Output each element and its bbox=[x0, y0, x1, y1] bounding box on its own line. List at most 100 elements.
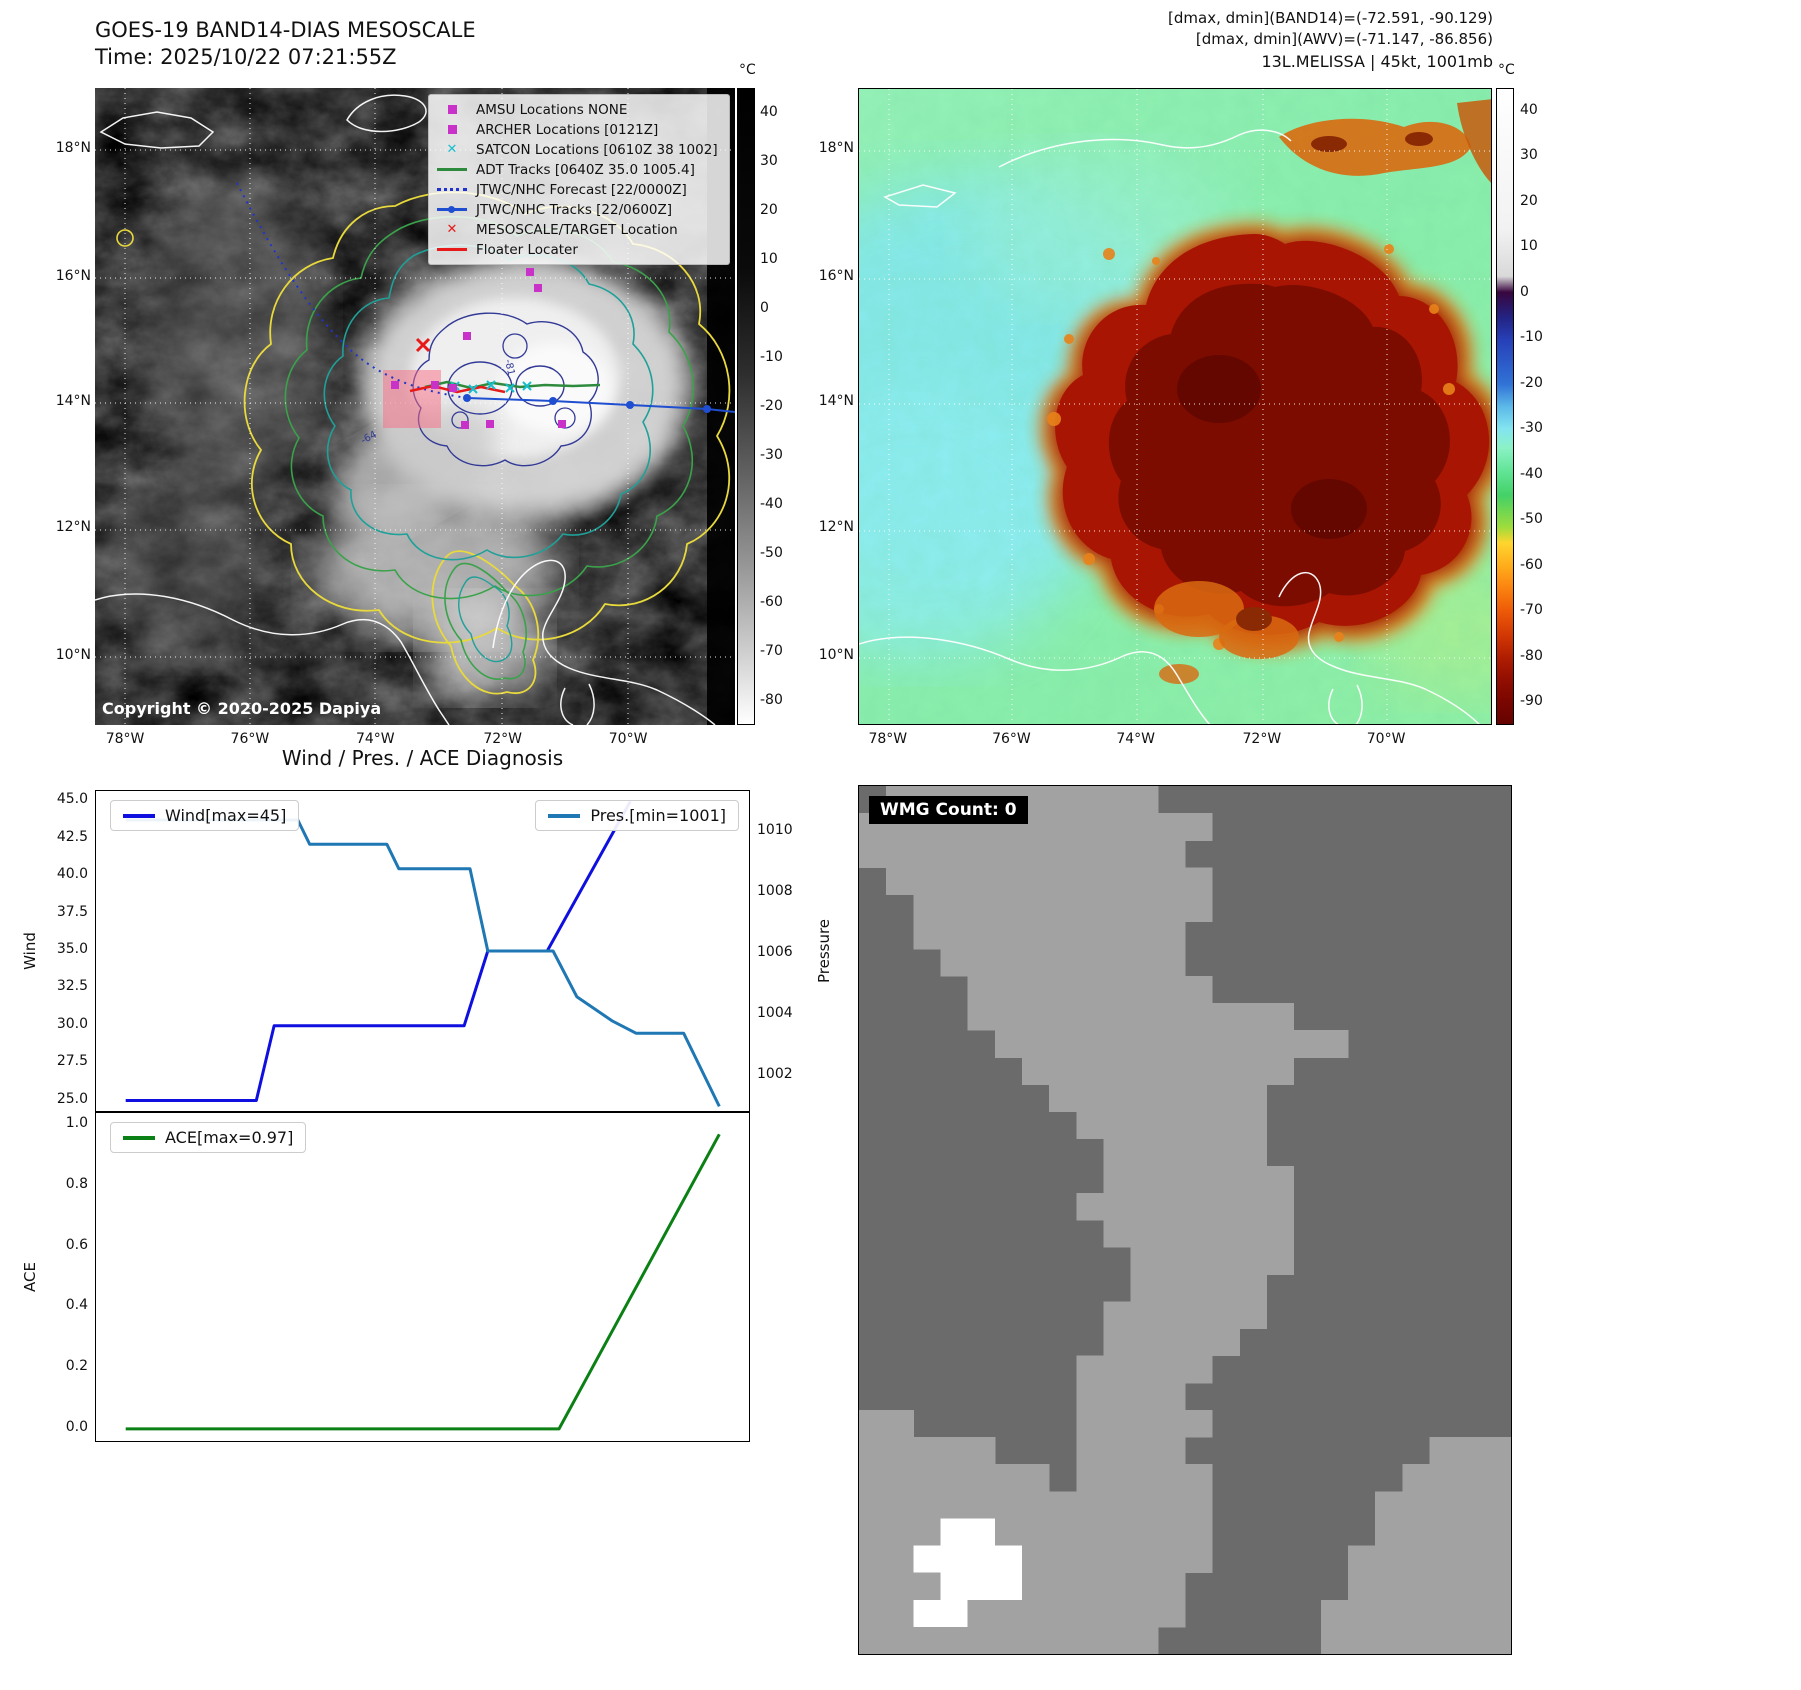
ace-ytick: 0.0 bbox=[65, 1418, 88, 1435]
ace-series-line bbox=[125, 1133, 721, 1431]
legend-line-icon bbox=[437, 168, 467, 171]
wind-pressure-legend: Pres.[min=1001] bbox=[535, 800, 739, 831]
wind-pressure-ytick: 35.0 bbox=[56, 941, 88, 957]
legend-line-swatch-icon bbox=[123, 1135, 155, 1140]
mesoscale-target-x bbox=[415, 337, 431, 353]
band14-colorbar-tick: -80 bbox=[760, 691, 783, 708]
pressure-axis-label: Pressure bbox=[815, 918, 833, 984]
wmg-count-label: WMG Count: 0 bbox=[869, 796, 1028, 824]
band14-colorbar bbox=[737, 88, 755, 725]
band14-lat-label: 14°N bbox=[55, 392, 91, 409]
legend-item: Floater Locater bbox=[437, 240, 721, 259]
storm-id-intensity: 13L.MELISSA | 45kt, 1001mb bbox=[1261, 52, 1493, 71]
dmax-dmin-band14: [dmax, dmin](BAND14)=(-72.591, -90.129) bbox=[1168, 9, 1493, 27]
ace-ytick: 0.4 bbox=[65, 1297, 88, 1314]
map-legend: AMSU Locations NONE ARCHER Locations [012… bbox=[428, 94, 730, 265]
band14-colorbar-tick: 40 bbox=[760, 103, 778, 120]
wind-pressure-ytick: 32.5 bbox=[56, 978, 88, 995]
band14-lon-label: 72°W bbox=[483, 731, 522, 747]
legend-square-icon bbox=[437, 125, 467, 134]
wind-pressure-y2tick: 1002 bbox=[757, 1065, 793, 1082]
awv-colorbar-tick: 20 bbox=[1520, 192, 1538, 209]
ace-axis-label: ACE bbox=[21, 1262, 39, 1292]
wind-pressure-ytick: 42.5 bbox=[56, 828, 88, 845]
legend-item: ✕ SATCON Locations [0610Z 38 1002] bbox=[437, 140, 721, 159]
awv-lat-label: 10°N bbox=[818, 646, 854, 663]
legend-item-label: JTWC/NHC Forecast [22/0000Z] bbox=[476, 181, 687, 198]
goes-time: Time: 2025/10/22 07:21:55Z bbox=[95, 45, 397, 69]
awv-lon-label: 74°W bbox=[1116, 731, 1156, 747]
ace-legend: ACE[max=0.97] bbox=[110, 1122, 307, 1153]
target-box bbox=[383, 370, 441, 428]
legend-item-label: Floater Locater bbox=[476, 241, 578, 258]
legend-item: ARCHER Locations [0121Z] bbox=[437, 120, 721, 139]
band14-lon-label: 74°W bbox=[355, 731, 395, 747]
legend-item: JTWC/NHC Forecast [22/0000Z] bbox=[437, 180, 721, 199]
awv-colorbar-tick: -20 bbox=[1520, 374, 1543, 391]
legend-x-icon: ✕ bbox=[446, 222, 458, 237]
wmg-map: WMG Count: 0 bbox=[858, 785, 1512, 1655]
band14-colorbar-tick: 10 bbox=[760, 250, 778, 267]
band14-lat-label: 16°N bbox=[55, 267, 91, 284]
wind-pressure-ytick: 40.0 bbox=[56, 866, 88, 883]
wmg-pixel-field bbox=[859, 786, 1511, 1654]
wind-pressure-legend: Wind[max=45] bbox=[110, 800, 300, 831]
track-markers bbox=[236, 182, 735, 429]
awv-lat-label: 18°N bbox=[818, 139, 854, 156]
wind-pressure-ytick: 25.0 bbox=[56, 1090, 88, 1107]
wind-pressure-chart: 25.0 27.5 30.0 32.5 35.0 37.5 40.0 42.5 45.0 1002… bbox=[57, 790, 793, 1112]
legend-item: AMSU Locations NONE bbox=[437, 100, 721, 119]
awv-colorbar-tick: -30 bbox=[1520, 420, 1543, 437]
best-track-points bbox=[463, 394, 711, 413]
wind-pressure-y2tick: 1004 bbox=[757, 1005, 793, 1021]
legend-x-icon: ✕ bbox=[446, 142, 458, 157]
awv-colorbar-tick: -90 bbox=[1520, 693, 1543, 710]
legend-square-icon bbox=[437, 105, 467, 114]
legend-item-label: SATCON Locations [0610Z 38 1002] bbox=[476, 141, 718, 158]
awv-colorbar-tick: -80 bbox=[1520, 647, 1543, 664]
awv-lat-label: 16°N bbox=[818, 267, 854, 284]
wind-pressure-ytick: 27.5 bbox=[56, 1053, 88, 1070]
awv-colorbar-tick: -40 bbox=[1520, 465, 1543, 482]
goes-title: GOES-19 BAND14-DIAS MESOSCALE bbox=[95, 18, 476, 42]
awv-colorbar-tick: -10 bbox=[1520, 329, 1543, 346]
coastlines bbox=[859, 129, 1480, 724]
awv-lat-label: 14°N bbox=[818, 392, 854, 409]
coastlines bbox=[95, 94, 716, 725]
legend-dotted-icon bbox=[437, 188, 467, 191]
wind-pressure-y2tick: 1010 bbox=[757, 822, 793, 839]
wind-pressure-plot bbox=[125, 800, 721, 1108]
dmax-dmin-awv: [dmax, dmin](AWV)=(-71.147, -86.856) bbox=[1195, 30, 1493, 48]
wind-axis-label: Wind bbox=[21, 932, 39, 970]
land-warm-patches bbox=[1154, 99, 1491, 684]
band14-colorbar-tick: -20 bbox=[760, 397, 783, 414]
band14-lat-label: 10°N bbox=[55, 646, 91, 663]
awv-colorbar-tick: 40 bbox=[1520, 101, 1538, 118]
awv-lon-label: 76°W bbox=[992, 731, 1031, 747]
band14-colorbar-unit: °C bbox=[739, 62, 756, 78]
band14-lat-label: 12°N bbox=[55, 519, 91, 536]
awv-map bbox=[858, 88, 1492, 725]
band14-lat-label: 18°N bbox=[55, 139, 91, 156]
legend-series-label: ACE[max=0.97] bbox=[165, 1128, 294, 1147]
storm-info-header: [dmax, dmin](BAND14)=(-72.591, -90.129) … bbox=[1168, 8, 1493, 72]
awv-lat-label: 12°N bbox=[818, 519, 854, 536]
awv-lon-label: 78°W bbox=[868, 731, 908, 747]
legend-line-swatch-icon bbox=[548, 813, 581, 818]
ace-ytick: 1.0 bbox=[65, 1115, 88, 1132]
band14-lon-label: 76°W bbox=[230, 731, 270, 747]
contour-label-81: -81 bbox=[502, 358, 516, 376]
cold-cloud-blob bbox=[1039, 222, 1491, 652]
awv-colorbar-tick: 10 bbox=[1520, 238, 1538, 255]
band14-colorbar-tick: -10 bbox=[760, 348, 783, 365]
awv-colorbar bbox=[1496, 88, 1514, 725]
legend-line-icon bbox=[437, 248, 467, 251]
legend-item: ADT Tracks [0640Z 35.0 1005.4] bbox=[437, 160, 721, 179]
legend-item-label: JTWC/NHC Tracks [22/0600Z] bbox=[476, 201, 673, 218]
awv-colorbar-tick: 0 bbox=[1520, 283, 1529, 300]
band14-colorbar-tick: -60 bbox=[760, 593, 783, 610]
legend-item-label: AMSU Locations NONE bbox=[476, 101, 628, 118]
diagnosis-title: Wind / Pres. / ACE Diagnosis bbox=[281, 746, 564, 770]
awv-colorbar-tick: -60 bbox=[1520, 556, 1543, 573]
